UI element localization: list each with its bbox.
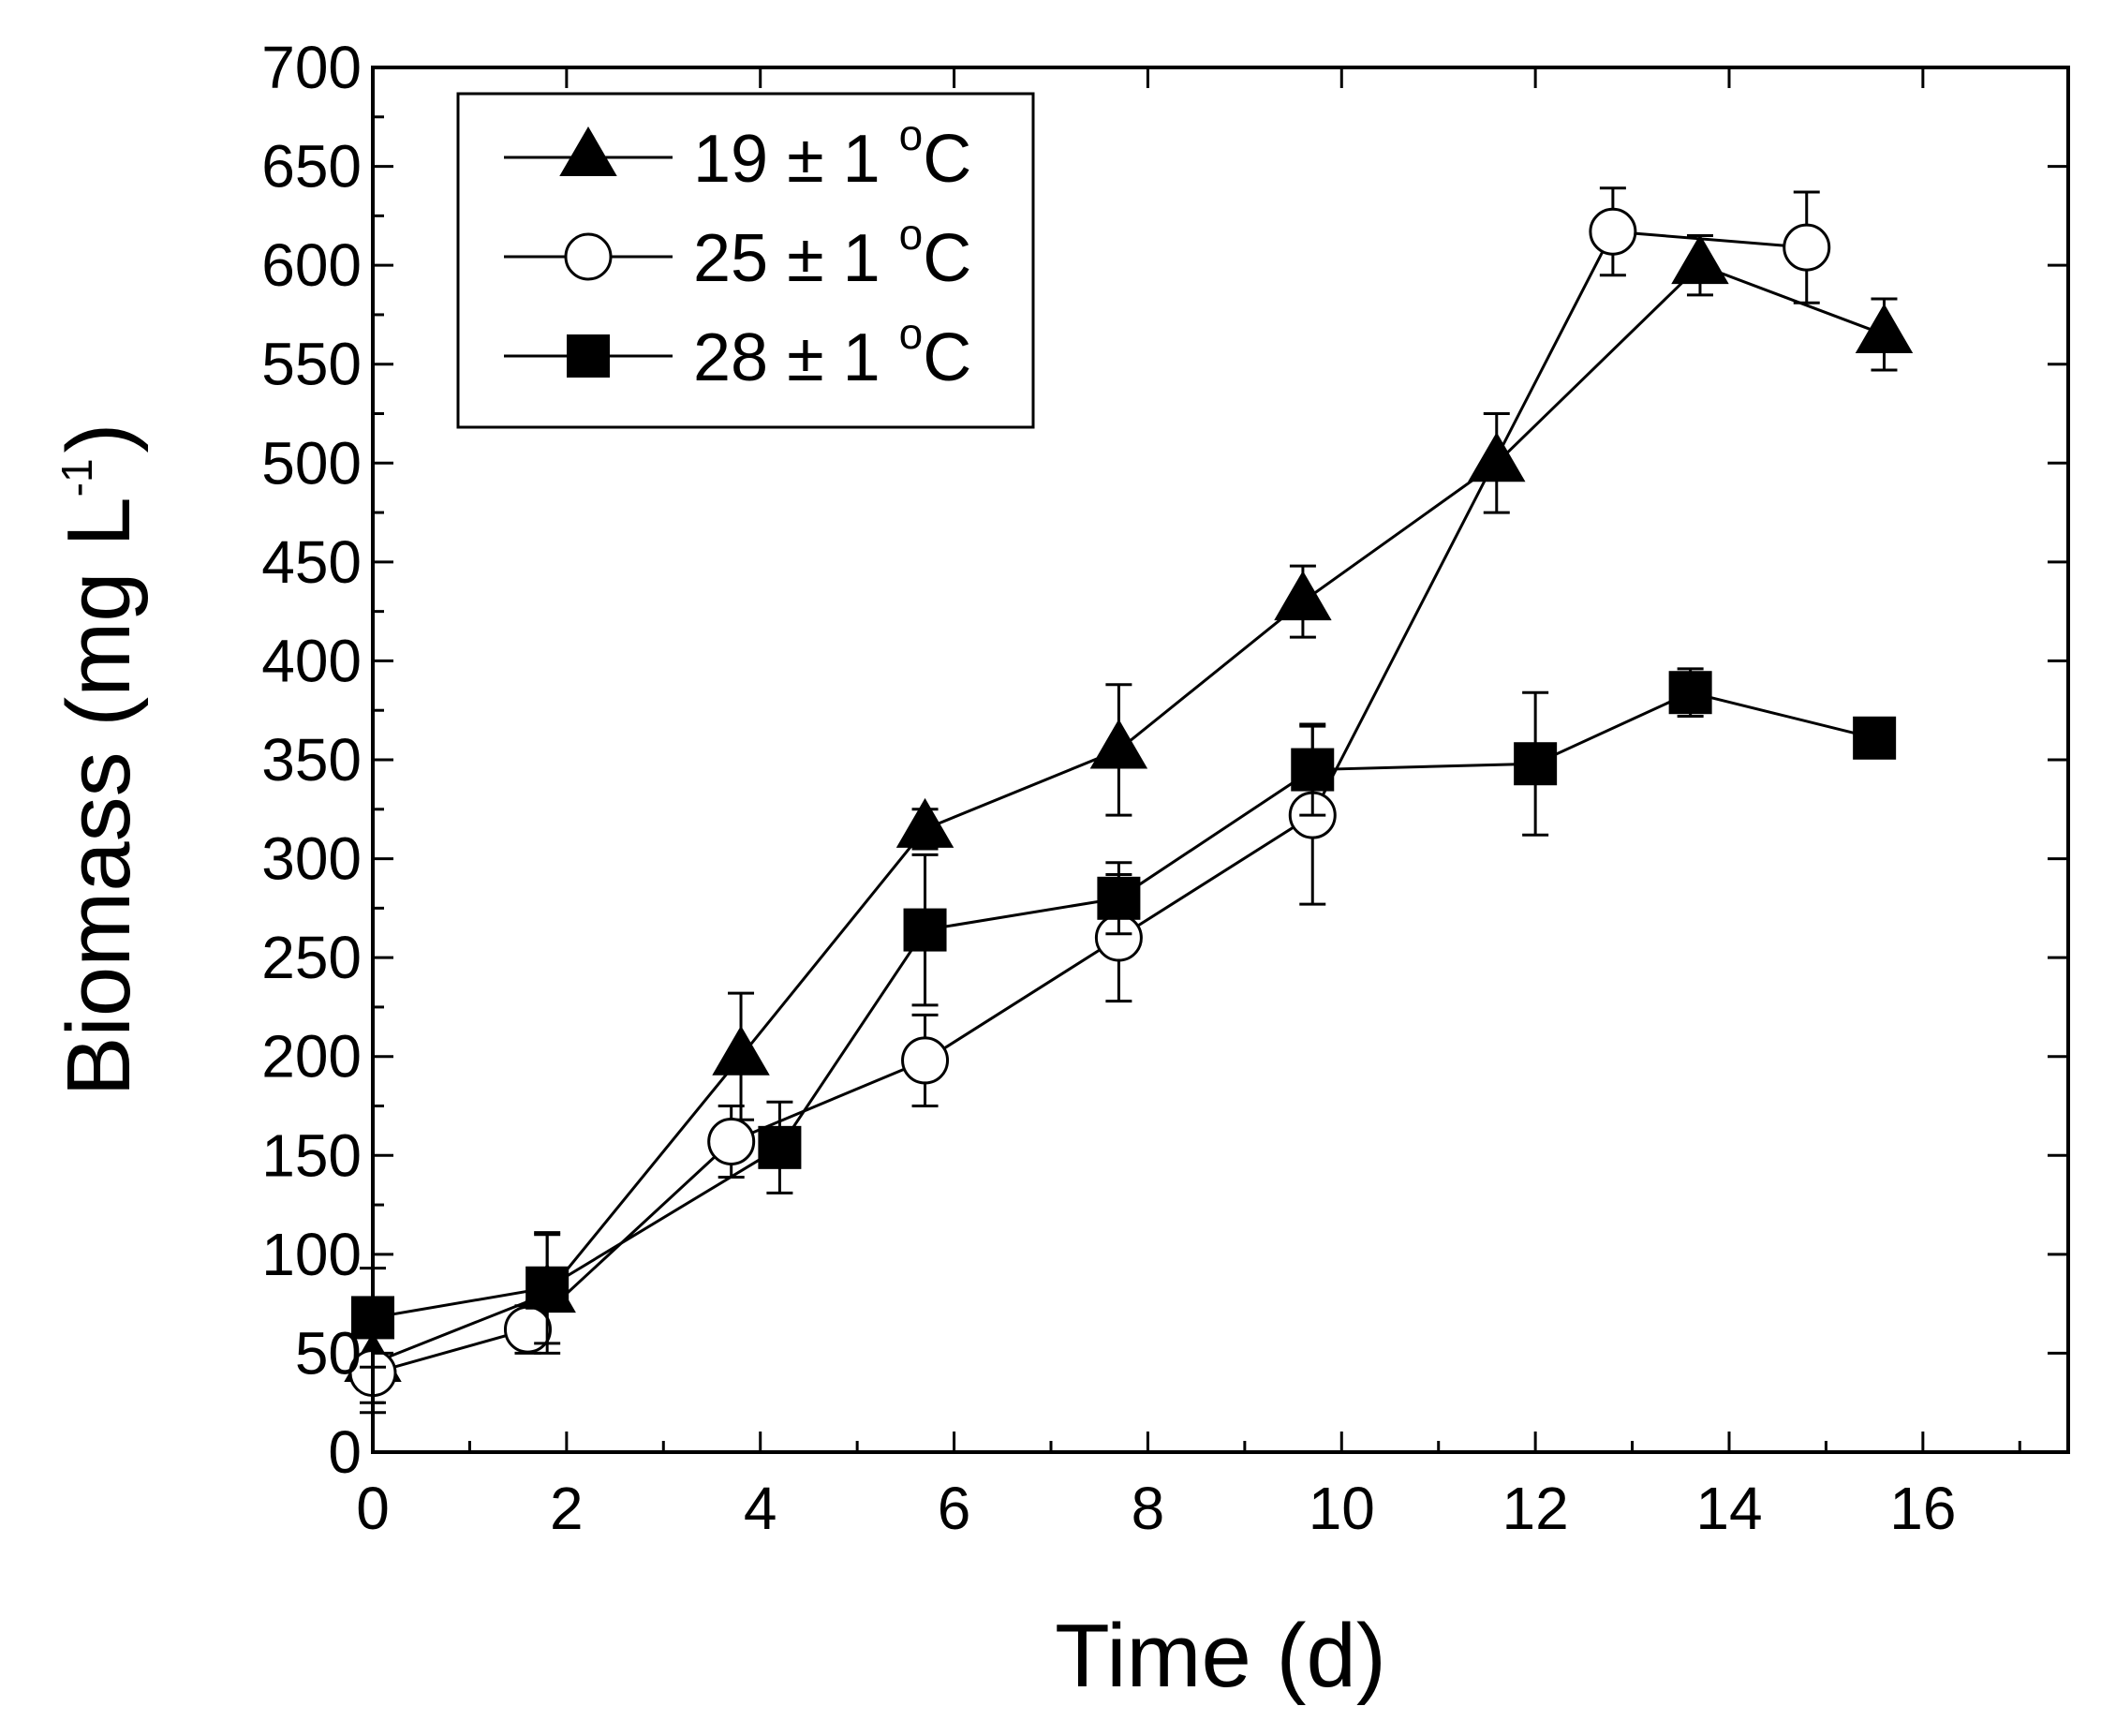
y-tick-label: 450: [261, 528, 362, 596]
data-point: [1514, 742, 1558, 786]
data-point: [1853, 716, 1897, 760]
series-layer: [344, 186, 1914, 1415]
legend-label-text: 28 ± 1: [693, 320, 899, 395]
legend-label: 19 ± 1 oC: [693, 111, 971, 197]
data-point: [1097, 876, 1141, 920]
x-tick-label: 16: [1889, 1475, 1956, 1542]
x-axis-label: Time (d): [1055, 1606, 1386, 1706]
y-axis-label: Biomass (mg L-1): [49, 423, 149, 1096]
legend-marker: [559, 126, 617, 176]
y-tick-label: 250: [261, 924, 362, 991]
y-tick-label: 50: [295, 1319, 362, 1387]
legend-box: [456, 92, 1035, 429]
y-tick-label: 650: [261, 133, 362, 200]
axes-layer: 0501001502002503003504004505005506006507…: [261, 34, 2068, 1542]
y-axis-label-main: Biomass (mg L: [49, 497, 149, 1096]
legend-label-unit: C: [923, 122, 971, 197]
x-tick-label: 4: [744, 1475, 777, 1542]
y-tick-label: 500: [261, 429, 362, 497]
y-tick-label: 200: [261, 1023, 362, 1091]
y-axis-label-superscript: -1: [52, 458, 101, 497]
data-point: [1671, 234, 1729, 285]
y-tick-label: 400: [261, 627, 362, 694]
legend-label-degree: o: [899, 210, 924, 259]
y-tick-label: 0: [328, 1418, 362, 1486]
legend-label-text: 25 ± 1: [693, 221, 899, 296]
y-tick-label: 300: [261, 825, 362, 893]
y-tick-label: 350: [261, 726, 362, 794]
data-point: [1668, 671, 1712, 715]
data-point: [707, 1118, 756, 1166]
legend-marker: [567, 334, 610, 378]
legend-entry-0: 19 ± 1 oC: [504, 111, 971, 197]
data-point: [503, 1305, 552, 1354]
legend-label-text: 19 ± 1: [693, 122, 899, 197]
legend-entry-1: 25 ± 1 oC: [504, 210, 971, 296]
x-tick-label: 10: [1309, 1475, 1375, 1542]
legend-label-degree: o: [899, 111, 924, 159]
legend-label-degree: o: [899, 309, 924, 358]
data-point: [1589, 207, 1637, 256]
y-tick-label: 550: [261, 331, 362, 398]
x-tick-label: 2: [550, 1475, 584, 1542]
data-point: [1855, 304, 1914, 354]
x-tick-label: 14: [1695, 1475, 1762, 1542]
y-axis-label-close: ): [49, 423, 149, 453]
x-tick-label: 0: [356, 1475, 390, 1542]
x-tick-label: 6: [938, 1475, 971, 1542]
y-tick-label: 600: [261, 231, 362, 299]
y-tick-label: 100: [261, 1221, 362, 1288]
y-tick-label: 150: [261, 1121, 362, 1189]
legend-entry-2: 28 ± 1 oC: [504, 309, 971, 395]
legend-label: 28 ± 1 oC: [693, 309, 971, 395]
data-point: [712, 1025, 770, 1076]
data-point: [758, 1125, 802, 1169]
legend-label-unit: C: [923, 221, 971, 296]
legend-label: 25 ± 1 oC: [693, 210, 971, 296]
data-point: [1783, 223, 1831, 272]
data-point: [1089, 719, 1148, 769]
data-point: [895, 797, 954, 848]
x-tick-label: 12: [1502, 1475, 1569, 1542]
data-point: [1274, 571, 1332, 621]
data-point: [901, 1036, 950, 1085]
series-2: [351, 667, 1897, 1369]
legend-label-unit: C: [923, 320, 971, 395]
legend-marker: [564, 232, 613, 281]
data-point: [1291, 748, 1335, 792]
data-point: [903, 908, 947, 952]
data-point: [525, 1266, 570, 1310]
x-tick-label: 8: [1132, 1475, 1165, 1542]
y-tick-label: 700: [261, 34, 362, 101]
